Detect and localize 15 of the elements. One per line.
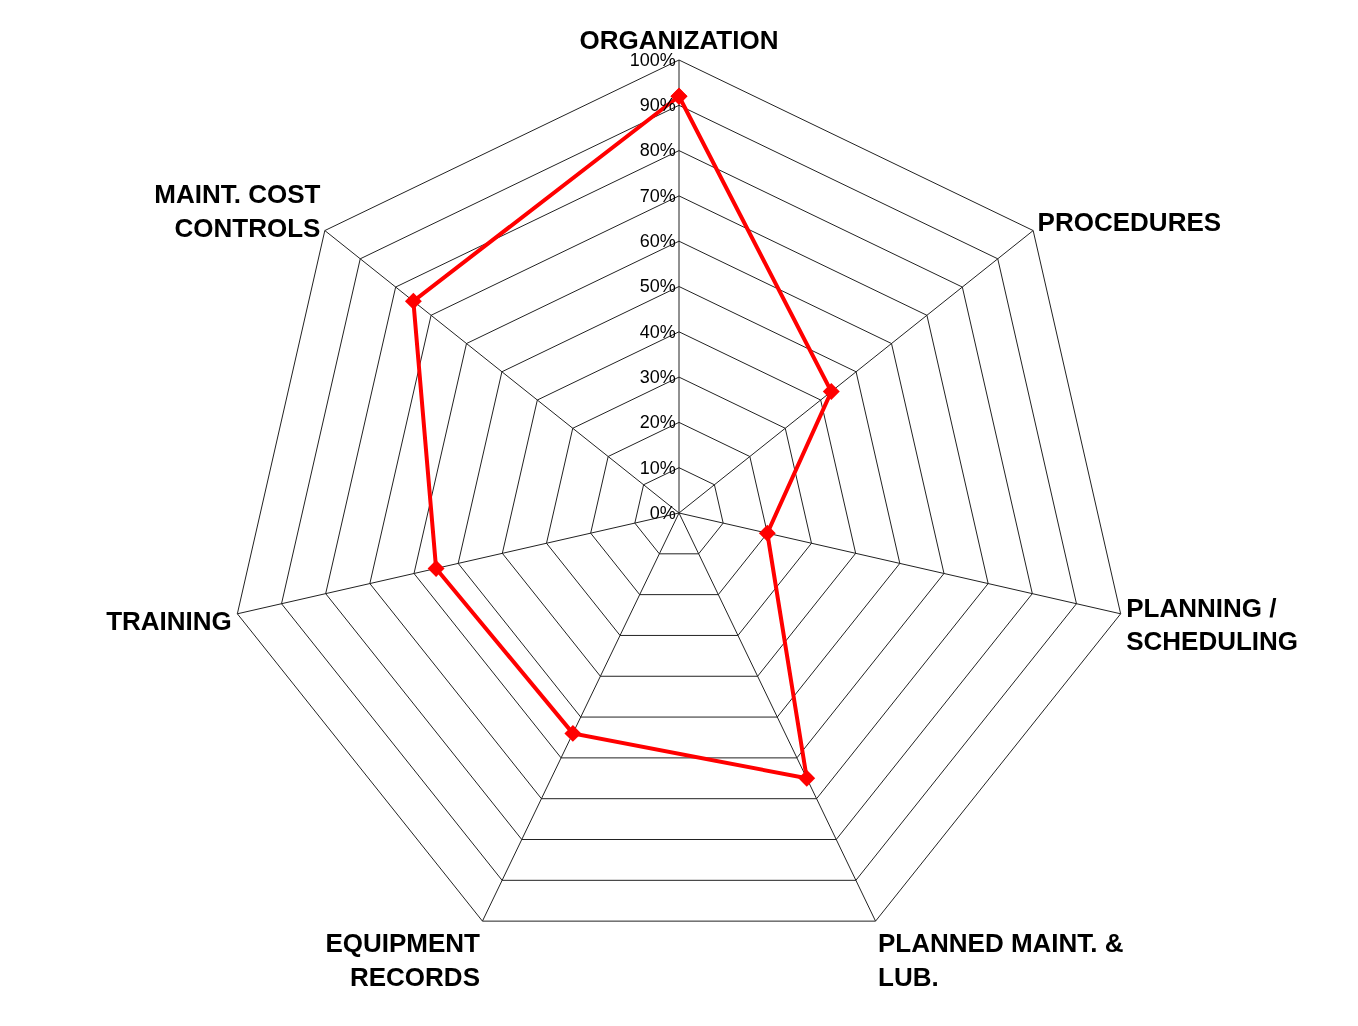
y-tick-label: 30%	[639, 366, 676, 387]
y-tick-label: 40%	[639, 321, 676, 342]
y-tick-label: 80%	[639, 140, 676, 161]
y-tick-label: 50%	[639, 276, 676, 297]
spoke-label: MAINT. COST CONTROLS	[154, 179, 321, 244]
y-tick-label: 10%	[639, 457, 676, 478]
y-tick-label: 60%	[639, 231, 676, 252]
spoke-label: EQUIPMENT RECORDS	[325, 927, 481, 992]
spoke-label: TRAINING	[106, 605, 232, 636]
spoke-label: PLANNING / SCHEDULING	[1126, 592, 1299, 657]
y-tick-label: 0%	[649, 502, 676, 523]
spoke-label: PROCEDURES	[1037, 206, 1222, 237]
spoke-label: PLANNED MAINT. & LUB.	[878, 927, 1124, 992]
y-tick-label: 20%	[639, 412, 676, 433]
y-tick-label: 70%	[639, 185, 676, 206]
